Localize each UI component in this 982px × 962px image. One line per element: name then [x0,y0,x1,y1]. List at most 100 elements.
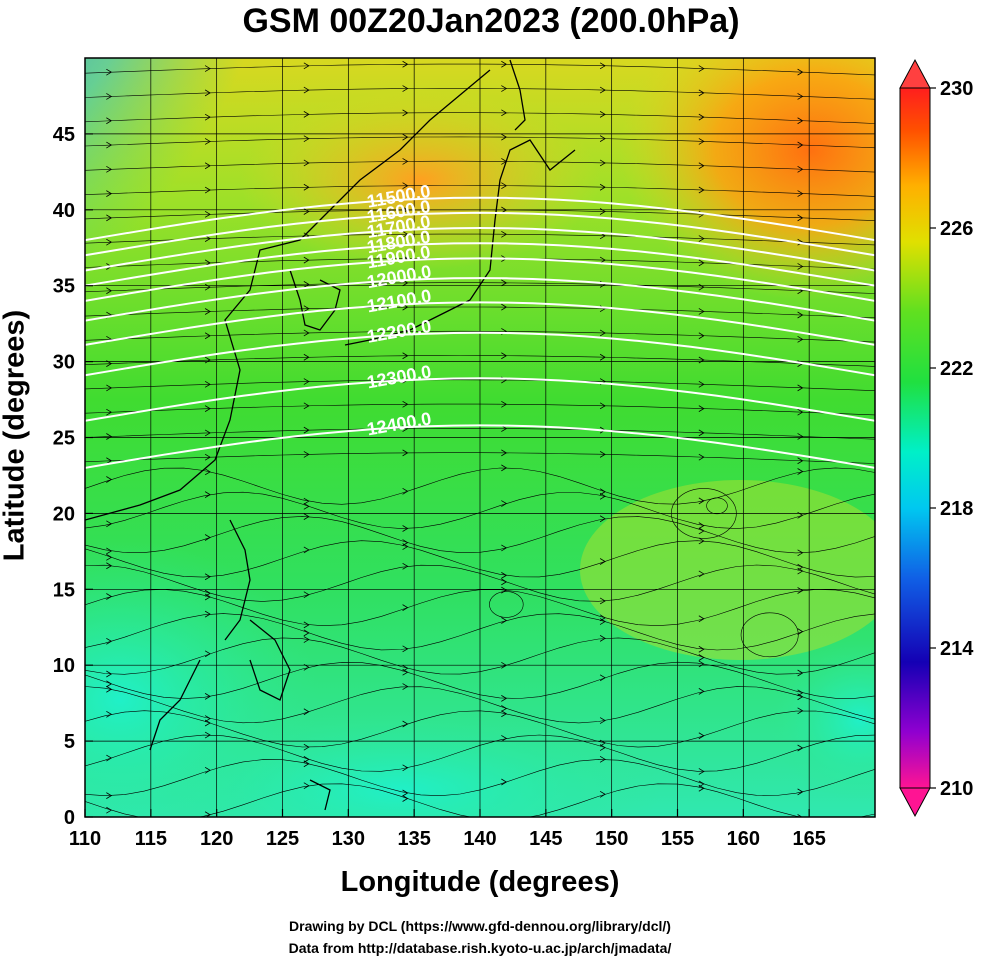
wind-arrow [204,573,211,581]
height-contour [85,242,875,287]
streamline [85,564,875,602]
wind-arrow [797,311,804,319]
wind-arrow [106,754,113,762]
wind-arrow [501,500,508,507]
wind-arrow [204,468,211,476]
wind-arrow [599,717,606,724]
y-tick-label: 40 [53,200,75,222]
wind-arrow [303,451,310,458]
wind-arrow [698,235,705,242]
wind-arrow [698,138,705,145]
wind-arrow [106,710,113,718]
wind-arrow [501,578,508,586]
wind-arrow [106,637,113,645]
wind-arrow [106,553,113,561]
wind-arrow [106,68,113,76]
x-tick-label: 165 [792,828,825,850]
colorbar: 230 226 222 218 214 210 [899,58,974,818]
wind-arrow [599,135,606,142]
wind-arrow [797,214,804,222]
streamline [85,467,875,505]
streamline [85,112,875,124]
colorbar-label: 218 [940,498,973,520]
wind-arrow [303,305,310,313]
wind-arrow [797,457,804,465]
wind-arrow [501,133,508,141]
y-tick-label: 45 [53,124,75,146]
wind-arrow [106,190,113,197]
streamline [85,403,875,416]
streamline [85,516,875,554]
wind-arrow [204,380,211,388]
wind-arrow [402,562,409,570]
wind-arrow [698,688,705,695]
wind-arrow [204,589,211,597]
wind-arrow [501,182,508,190]
wind-arrow [797,335,804,343]
colorbar-label: 214 [940,638,974,660]
wind-arrow [402,109,409,117]
x-tick-label: 130 [332,828,365,850]
height-contours: 11500.011600.011700.011800.011900.012000… [85,181,875,469]
wind-arrow [106,792,113,799]
wind-arrow [303,497,310,505]
wind-arrow [204,332,211,340]
x-axis: 110 115 120 125 130 135 140 145 150 155 160 165 [69,809,826,850]
wind-arrow [106,520,113,528]
x-tick-label: 125 [266,828,299,850]
y-tick-label: 35 [53,276,75,298]
streamline [85,88,875,100]
wind-arrow [599,256,606,264]
wind-arrow [797,190,804,197]
wind-arrow [303,256,310,264]
wind-arrow [599,208,606,215]
wind-arrow [106,476,113,483]
wind-arrow [402,182,409,190]
wind-arrow [106,360,113,367]
wind-arrow [698,537,705,545]
x-tick-label: 150 [595,828,628,850]
y-tick-label: 30 [53,352,75,374]
wind-arrow [698,527,705,535]
wind-arrow [303,353,310,361]
wind-arrow [698,308,705,315]
wind-arrow [106,680,113,688]
wind-arrow [303,591,310,599]
wind-arrow [501,617,508,624]
wind-arrow [797,707,804,715]
wind-arrow [698,654,705,661]
wind-arrow [204,693,211,700]
wind-arrow [303,378,310,385]
wind-arrow [698,89,705,97]
wind-arrow [698,660,705,668]
streamline [85,160,875,173]
wind-arrow [303,329,310,337]
wind-arrow [698,522,705,529]
wind-arrow [797,549,804,557]
y-tick-label: 5 [64,731,75,753]
wind-arrow [501,230,508,238]
streamline [85,613,875,651]
wind-arrow [501,778,508,786]
wind-arrow [106,685,113,693]
wind-arrow [797,563,804,571]
colorbar-label: 226 [940,218,973,240]
wind-arrow [599,739,606,747]
streamline [85,759,875,797]
colorbar-label: 222 [940,358,973,380]
streamline [85,686,875,724]
wind-arrow [303,426,310,434]
wind-arrow [402,328,409,335]
wind-arrow [698,429,705,437]
wind-arrow [501,425,508,432]
height-contour [85,257,875,302]
streamline [85,306,875,319]
wind-arrow [599,756,606,763]
wind-arrow [599,515,606,523]
streamline [85,355,875,367]
wind-arrow [501,303,508,311]
height-contour [85,377,875,422]
wind-arrow [402,206,409,214]
wind-arrow [698,283,705,291]
wind-arrow [106,670,113,678]
